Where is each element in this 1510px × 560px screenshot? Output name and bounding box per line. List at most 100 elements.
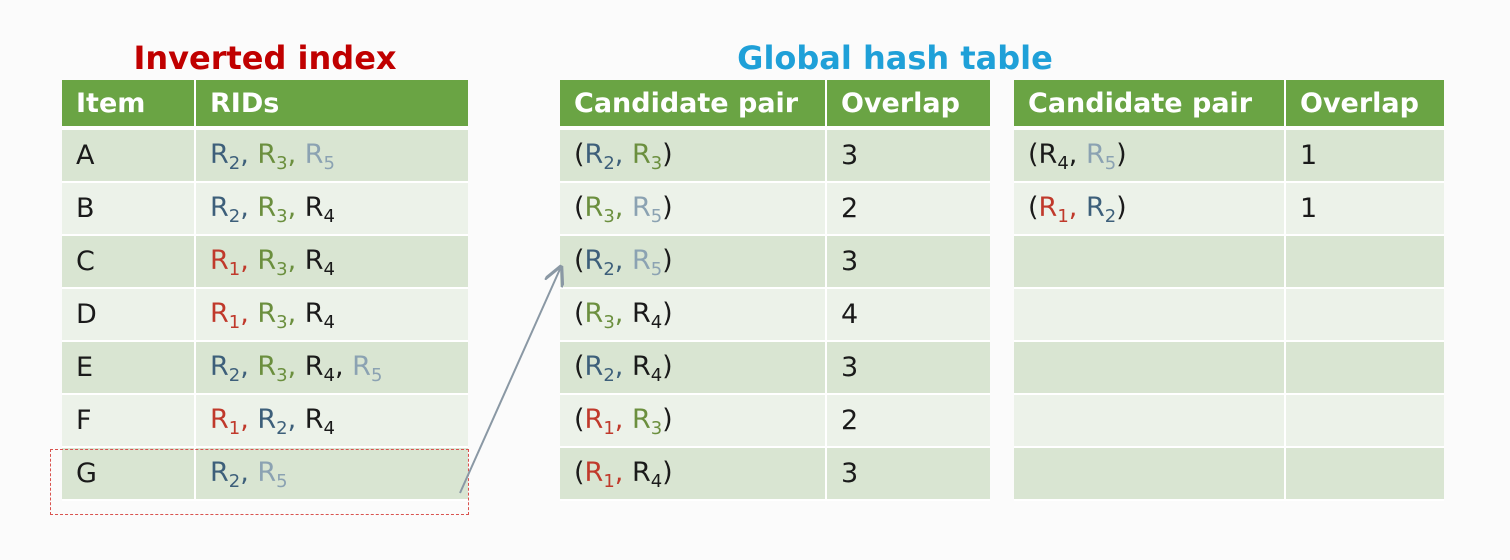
header-overlap: Overlap (1286, 80, 1444, 130)
rids-cell: R2, R3, R5 (196, 130, 468, 183)
hash-row: (R1, R2) 1 (1014, 183, 1444, 236)
pair-cell (1014, 395, 1286, 448)
overlap-cell: 1 (1286, 130, 1444, 183)
hash-row: (R3, R4) 4 (560, 289, 990, 342)
rid-r2: R2 (1085, 191, 1117, 227)
candidate-pair: (R1, R2) (1028, 191, 1127, 227)
rid-r2: R2, (584, 244, 632, 280)
rids-cell: R2, R3, R4, R5 (196, 342, 468, 395)
index-row-b: B R2, R3, R4 (62, 183, 468, 236)
rid-r5: R5 (304, 138, 335, 174)
overlap-cell: 1 (1286, 183, 1444, 236)
rids-cell: R1, R2, R4 (196, 395, 468, 448)
item-cell: A (62, 130, 196, 183)
header-candidate-pair: Candidate pair (560, 80, 827, 130)
pair-cell: (R3, R4) (560, 289, 827, 342)
rid-r3: R3, (257, 244, 305, 280)
rids-cell: R1, R3, R4 (196, 236, 468, 289)
overlap-cell: 3 (827, 236, 990, 289)
index-row-a: A R2, R3, R5 (62, 130, 468, 183)
pair-cell (1014, 289, 1286, 342)
hash-row: (R3, R5) 2 (560, 183, 990, 236)
rid-r2: R2, (210, 456, 258, 492)
pair-cell: (R3, R5) (560, 183, 827, 236)
rid-r3: R3, (257, 138, 305, 174)
rid-r2: R2, (210, 191, 258, 227)
pair-cell (1014, 236, 1286, 289)
rid-r5: R5 (1085, 138, 1117, 174)
candidate-pair: (R2, R3) (574, 138, 673, 174)
overlap-cell: 3 (827, 130, 990, 183)
item-cell: G (62, 448, 196, 501)
index-row-c: C R1, R3, R4 (62, 236, 468, 289)
rid-r3: R3, (257, 191, 305, 227)
rid-r2: R2, (257, 403, 305, 439)
hash-row (1014, 448, 1444, 501)
candidate-pair: (R2, R4) (574, 350, 673, 386)
rid-r4: R4 (631, 297, 663, 333)
hash-table-left: Candidate pair Overlap (R2, R3) 3 (R3, R5)… (560, 80, 990, 501)
rid-r4: R4 (631, 456, 663, 492)
header-row: Candidate pair Overlap (560, 80, 990, 130)
hash-row: (R2, R3) 3 (560, 130, 990, 183)
rid-r5: R5 (352, 350, 383, 386)
rid-r1: R1, (210, 403, 258, 439)
header-candidate-pair: Candidate pair (1014, 80, 1286, 130)
rid-r3: R3, (257, 350, 305, 386)
item-cell: E (62, 342, 196, 395)
overlap-cell (1286, 236, 1444, 289)
rid-r2: R2, (210, 138, 258, 174)
item-cell: C (62, 236, 196, 289)
rid-r1: R1, (584, 403, 632, 439)
rid-r5: R5 (631, 191, 663, 227)
index-row-g: G R2, R5 (62, 448, 468, 501)
pair-cell: (R4, R5) (1014, 130, 1286, 183)
pair-cell (1014, 342, 1286, 395)
hash-row (1014, 342, 1444, 395)
rid-r4: R4 (304, 244, 335, 280)
candidate-pair: (R3, R4) (574, 297, 673, 333)
pair-cell: (R1, R2) (1014, 183, 1286, 236)
overlap-cell (1286, 448, 1444, 501)
index-row-d: D R1, R3, R4 (62, 289, 468, 342)
hash-row: (R4, R5) 1 (1014, 130, 1444, 183)
pair-cell: (R2, R4) (560, 342, 827, 395)
hash-row: (R2, R5) 3 (560, 236, 990, 289)
rid-r1: R1, (584, 456, 632, 492)
rid-r4: R4 (304, 191, 335, 227)
hash-row: (R1, R3) 2 (560, 395, 990, 448)
overlap-cell: 2 (827, 395, 990, 448)
rid-r4: R4 (304, 403, 335, 439)
item-cell: D (62, 289, 196, 342)
overlap-cell: 3 (827, 448, 990, 501)
rid-r5: R5 (257, 456, 288, 492)
rid-r2: R2, (584, 138, 632, 174)
overlap-cell (1286, 342, 1444, 395)
item-cell: F (62, 395, 196, 448)
pair-cell: (R2, R5) (560, 236, 827, 289)
header-row: Candidate pair Overlap (1014, 80, 1444, 130)
header-item: Item (62, 80, 196, 130)
rid-r3: R3, (584, 191, 632, 227)
header-row: Item RIDs (62, 80, 468, 130)
rid-r5: R5 (631, 244, 663, 280)
hash-row: (R1, R4) 3 (560, 448, 990, 501)
overlap-cell: 3 (827, 342, 990, 395)
rid-r4: R4 (304, 297, 335, 333)
candidate-pair: (R1, R3) (574, 403, 673, 439)
overlap-cell (1286, 395, 1444, 448)
rid-r4: R4, (304, 350, 353, 386)
overlap-cell: 2 (827, 183, 990, 236)
rid-r4: R4, (1038, 138, 1086, 174)
candidate-pair: (R2, R5) (574, 244, 673, 280)
pair-cell: (R2, R3) (560, 130, 827, 183)
header-overlap: Overlap (827, 80, 990, 130)
index-row-f: F R1, R2, R4 (62, 395, 468, 448)
pair-cell (1014, 448, 1286, 501)
hash-row: (R2, R4) 3 (560, 342, 990, 395)
rid-r1: R1, (1038, 191, 1086, 227)
rid-r1: R1, (210, 297, 258, 333)
rids-cell: R2, R5 (196, 448, 468, 501)
hash-table-right: Candidate pair Overlap (R4, R5) 1 (R1, R2)… (1014, 80, 1444, 501)
rids-cell: R1, R3, R4 (196, 289, 468, 342)
